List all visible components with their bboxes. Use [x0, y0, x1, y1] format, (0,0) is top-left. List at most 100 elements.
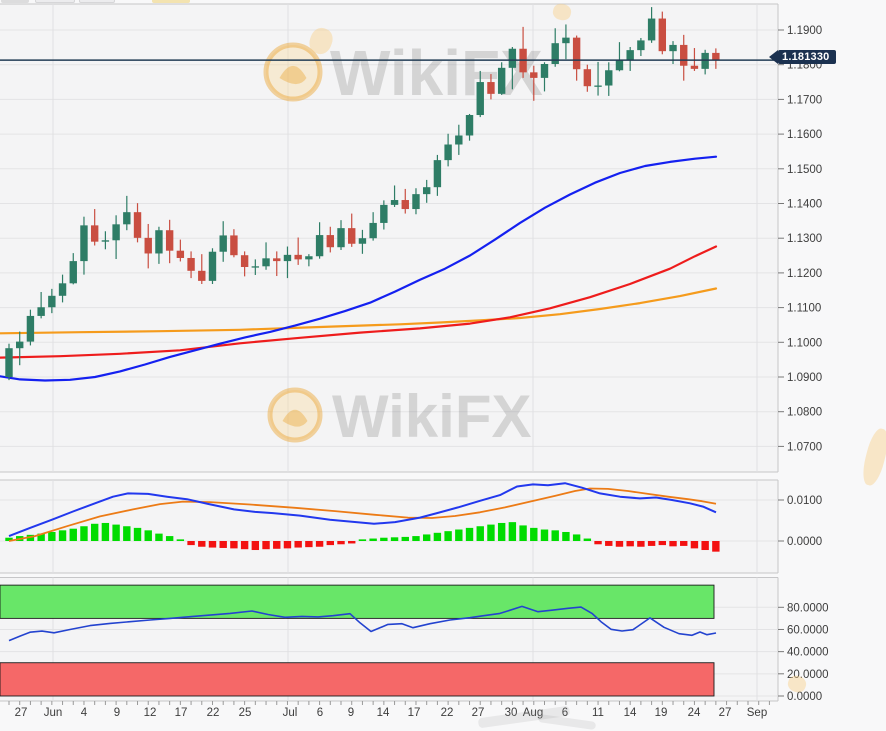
- macd-histogram-bar: [208, 541, 217, 548]
- candle: [487, 82, 495, 94]
- top-toolbar-sliver: [79, 0, 115, 3]
- price-axis-label: 0.0100: [787, 495, 822, 507]
- wikifx-watermark-text: WikiFX: [332, 383, 531, 450]
- macd-histogram-bar: [540, 529, 549, 541]
- candle: [48, 295, 56, 308]
- candle: [58, 283, 67, 296]
- candle: [422, 187, 431, 195]
- macd-histogram-bar: [123, 526, 131, 541]
- candle: [5, 348, 13, 377]
- price-axis-label: 1.1300: [787, 233, 822, 245]
- ma-fast-blue: [0, 155, 718, 382]
- macd-histogram-bar: [48, 531, 56, 541]
- price-axis-label: 1.0900: [787, 372, 822, 384]
- macd-histogram-bar: [369, 538, 377, 541]
- macd-histogram-bar: [315, 541, 324, 547]
- time-axis-label: 9: [348, 707, 354, 719]
- macd-histogram-bar: [358, 539, 367, 541]
- candle: [315, 235, 324, 257]
- candle: [198, 270, 206, 281]
- time-axis-label: 6: [562, 707, 568, 719]
- macd-histogram-bar: [69, 528, 77, 541]
- macd-histogram-bar: [133, 527, 142, 541]
- price-axis-label: 1.1900: [787, 25, 822, 37]
- time-axis-label: 19: [655, 707, 668, 719]
- candle: [219, 235, 227, 252]
- time-axis-label: 24: [688, 707, 701, 719]
- macd-histogram-bar: [551, 530, 559, 541]
- candle: [144, 237, 152, 254]
- candle: [572, 37, 581, 70]
- time-axis-label: 14: [624, 707, 637, 719]
- candle: [647, 18, 656, 41]
- macd-histogram-bar: [583, 538, 592, 541]
- candle: [465, 115, 474, 136]
- macd-histogram-bar: [530, 527, 538, 541]
- macd-histogram-bar: [80, 526, 88, 541]
- time-axis-label: 14: [377, 707, 390, 719]
- macd-histogram-bar: [476, 526, 484, 541]
- macd-histogram-bar: [487, 524, 495, 541]
- time-axis-label: 27: [719, 707, 732, 719]
- macd-histogram-bar: [165, 536, 174, 541]
- time-axis-label: Jul: [283, 707, 298, 719]
- candle: [433, 160, 442, 188]
- macd-histogram-bar: [658, 541, 667, 546]
- price-axis-label: 0.0000: [787, 536, 822, 548]
- candle: [348, 228, 356, 244]
- candle: [305, 256, 313, 260]
- candle: [540, 64, 549, 78]
- macd-histogram-bar: [37, 533, 45, 541]
- candle: [101, 240, 110, 242]
- macd-histogram-bar: [669, 541, 677, 547]
- time-axis-label: 30: [505, 707, 518, 719]
- top-toolbar-sliver: [35, 0, 75, 3]
- macd-histogram-bar: [155, 533, 163, 541]
- candle: [583, 69, 592, 87]
- macd-signal-line: [8, 487, 717, 542]
- macd-histogram-bar: [690, 541, 699, 549]
- price-axis-label: 1.1600: [787, 129, 822, 141]
- macd-histogram-bar: [701, 541, 709, 551]
- candle: [476, 82, 484, 116]
- time-axis-label: 25: [239, 707, 252, 719]
- macd-histogram-bar: [176, 539, 185, 541]
- time-axis-label: 4: [81, 707, 88, 719]
- macd-histogram-bar: [465, 527, 474, 541]
- current-price-badge: 1.181330: [769, 50, 837, 64]
- macd-histogram-bar: [712, 541, 720, 552]
- time-axis-label: 6: [317, 707, 323, 719]
- time-axis-label: Sep: [747, 707, 767, 719]
- price-axis-label: 1.1100: [787, 303, 821, 315]
- wikifx-watermark: WikiFX WikiFX: [263, 37, 543, 450]
- price-axis-label: 80.0000: [787, 602, 829, 614]
- ma-lines: [0, 155, 718, 382]
- current-price-label: 1.181330: [778, 50, 837, 64]
- price-axis: 1.19001.18001.17001.16001.15001.14001.13…: [778, 25, 829, 703]
- time-axis-label: Aug: [523, 707, 543, 719]
- candle: [444, 144, 452, 161]
- macd-histogram-bar: [348, 541, 356, 544]
- candle: [562, 37, 570, 44]
- candle: [165, 230, 174, 251]
- candle: [112, 224, 120, 241]
- macd-histogram-bar: [605, 541, 613, 546]
- macd-histogram-bar: [508, 522, 517, 541]
- oscillator-line: [8, 605, 717, 642]
- candles-group: [5, 7, 720, 381]
- price-axis-label: 1.1000: [787, 337, 822, 349]
- price-axis-label: 1.1700: [787, 94, 822, 106]
- macd-histogram-bar: [455, 529, 463, 541]
- macd-histogram-bar: [58, 530, 67, 541]
- macd-histogram-bar: [337, 541, 345, 545]
- macd-histogram-bar: [305, 541, 313, 548]
- candle: [16, 341, 24, 349]
- candle: [326, 235, 334, 248]
- candle: [273, 258, 281, 262]
- candle: [605, 70, 613, 86]
- macd-histogram-bar: [219, 541, 227, 548]
- candle: [155, 230, 163, 254]
- macd-histogram-bar: [615, 541, 624, 547]
